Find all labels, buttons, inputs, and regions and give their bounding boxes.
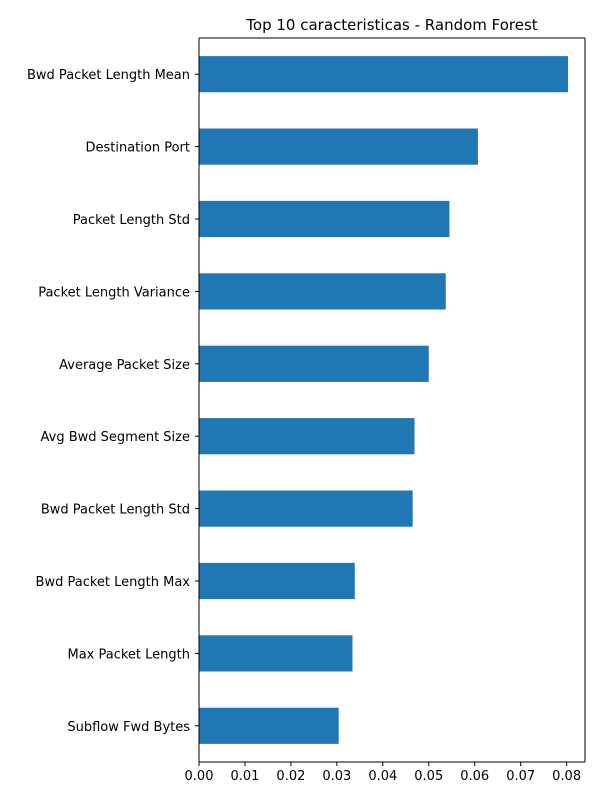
bar [199, 562, 355, 600]
y-tick-label: Average Packet Size [59, 358, 190, 373]
y-tick-label: Bwd Packet Length Mean [27, 68, 190, 83]
x-tick-label: 0.06 [460, 769, 489, 784]
y-tick-label: Subflow Fwd Bytes [67, 720, 190, 735]
y-tick-label: Avg Bwd Segment Size [41, 430, 190, 445]
y-tick-label: Destination Port [85, 141, 190, 156]
x-tick-label: 0.07 [506, 769, 535, 784]
y-tick-label: Bwd Packet Length Max [36, 575, 191, 590]
x-tick-label: 0.04 [368, 769, 397, 784]
bar [199, 56, 568, 93]
bar [199, 200, 450, 238]
x-tick-label: 0.03 [322, 769, 351, 784]
y-ticks-group: Bwd Packet Length Mean Destination Port Pa… [27, 68, 199, 735]
bar [199, 707, 339, 744]
x-tick-label: 0.01 [230, 769, 259, 784]
y-tick-label: Max Packet Length [67, 647, 190, 662]
bar [199, 418, 415, 455]
x-tick-label: 0.02 [276, 769, 305, 784]
x-ticks-group: 0.00 0.01 0.02 0.03 0.04 0.05 0.06 0.07 0.08 [185, 762, 581, 784]
bar [199, 128, 478, 165]
bars-group [199, 56, 568, 744]
chart-title: Top 10 caracteristicas - Random Forest [245, 16, 538, 34]
y-tick-label: Packet Length Variance [38, 285, 190, 300]
bar [199, 490, 413, 527]
x-tick-label: 0.08 [552, 769, 581, 784]
x-tick-label: 0.00 [185, 769, 214, 784]
y-tick-label: Bwd Packet Length Std [41, 503, 190, 518]
bar [199, 635, 353, 672]
axes-group [198, 37, 586, 763]
y-tick-label: Packet Length Std [73, 213, 190, 228]
bar [199, 273, 446, 310]
bar [199, 345, 429, 382]
x-tick-label: 0.05 [414, 769, 443, 784]
